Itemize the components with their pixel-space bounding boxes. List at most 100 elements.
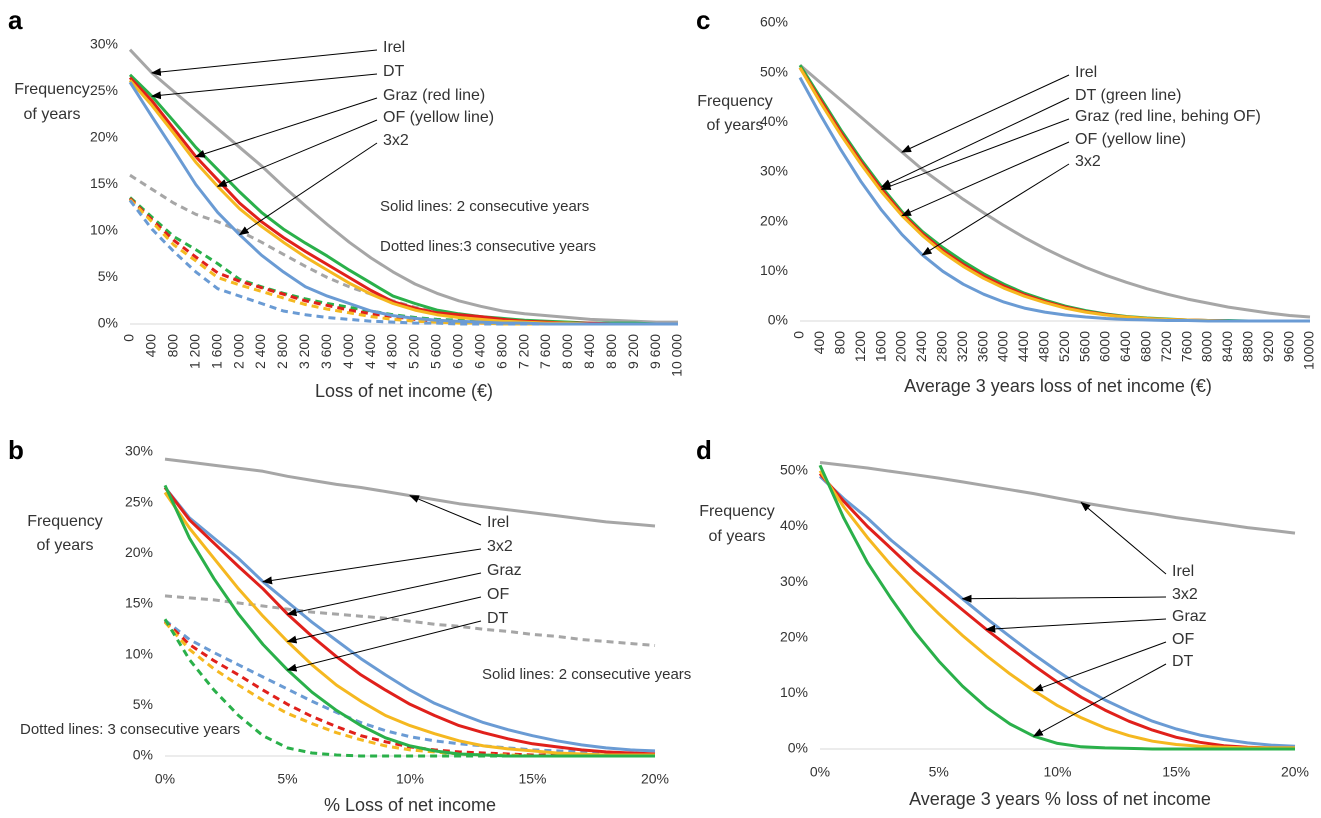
series-label: 3x2	[1172, 586, 1198, 603]
x-tick-label: 15%	[518, 771, 546, 787]
label-arrow	[194, 97, 378, 158]
y-tick-label: 20%	[760, 212, 788, 228]
series-label: DT	[383, 63, 405, 80]
y-tick-label: 15%	[90, 175, 118, 191]
x-tick-label: 0%	[155, 771, 175, 787]
note: Dotted lines:3 consecutive years	[380, 238, 596, 255]
y-tick-label: 25%	[125, 493, 153, 509]
series-label: Graz	[487, 562, 522, 579]
label-arrow	[286, 620, 482, 672]
x-tick-label: 10%	[1043, 764, 1071, 780]
label-arrow	[1032, 663, 1167, 737]
y-tick-label: 50%	[780, 462, 808, 478]
x-tick-label: 0%	[810, 764, 830, 780]
label-arrow	[985, 618, 1167, 633]
y-tick-label: 0%	[768, 312, 788, 328]
y-axis-label: of years	[37, 537, 94, 554]
note: Solid lines: 2 consecutive years	[380, 198, 589, 215]
x-tick-label: 2800	[934, 331, 950, 362]
solid-line	[818, 469, 1295, 750]
x-tick-label: 4 000	[340, 334, 356, 369]
x-tick-label: 8 400	[581, 334, 597, 369]
series-label: DT	[487, 610, 509, 627]
y-tick-label: 30%	[90, 36, 118, 52]
x-tick-label: 10000	[1301, 331, 1317, 370]
series-label: DT (green line)	[1075, 87, 1181, 104]
x-tick-label: 15%	[1162, 764, 1190, 780]
x-axis-title: Average 3 years loss of net income (€)	[904, 376, 1212, 396]
solid-line	[798, 66, 1310, 323]
note: Dotted lines: 3 consecutive years	[20, 721, 240, 738]
x-tick-label: 10%	[396, 771, 424, 787]
panel: b Frequency of years % Loss of net income 0%…	[8, 435, 691, 815]
y-tick-label: 40%	[760, 113, 788, 129]
panel-letter: a	[8, 5, 23, 35]
y-tick-label: 10%	[90, 222, 118, 238]
x-tick-label: 6 400	[471, 334, 487, 369]
note: Solid lines: 2 consecutive years	[482, 666, 691, 683]
solid-line	[799, 64, 1311, 319]
x-tick-label: 1600	[872, 331, 888, 362]
x-tick-label: 6 800	[493, 334, 509, 369]
x-tick-label: 8 000	[559, 334, 575, 369]
y-tick-label: 10%	[760, 262, 788, 278]
x-tick-label: 6000	[1097, 331, 1113, 362]
solid-line	[798, 76, 1310, 323]
x-tick-label: 5600	[1076, 331, 1092, 362]
x-tick-label: 0	[121, 334, 137, 342]
x-tick-label: 2 800	[274, 334, 290, 369]
x-tick-label: 7 600	[537, 334, 553, 369]
label-arrow	[880, 118, 1070, 190]
label-arrow	[901, 141, 1070, 217]
label-arrow	[880, 97, 1070, 188]
y-tick-label: 5%	[98, 268, 118, 284]
series-label: Graz	[1172, 608, 1207, 625]
solid-line	[163, 484, 655, 758]
y-axis-label: of years	[24, 106, 81, 123]
solid-line	[128, 48, 678, 324]
series-label: 3x2	[383, 132, 409, 149]
x-tick-label: 2000	[893, 331, 909, 362]
x-tick-label: 400	[811, 331, 827, 355]
panel-letter: d	[696, 435, 712, 465]
x-tick-label: 7200	[1158, 331, 1174, 362]
series-label: OF (yellow line)	[1075, 131, 1186, 148]
label-arrow	[150, 73, 378, 100]
x-tick-label: 3600	[974, 331, 990, 362]
label-arrow	[238, 142, 378, 236]
y-tick-label: 10%	[125, 645, 153, 661]
panel: a Frequency of years Loss of net income (€)…	[8, 5, 685, 401]
x-tick-label: 3 600	[318, 334, 334, 369]
y-axis-label: of years	[707, 117, 764, 134]
x-tick-label: 20%	[1281, 764, 1309, 780]
series-label: Irel	[487, 514, 509, 531]
x-tick-label: 5%	[277, 771, 297, 787]
label-arrow	[286, 572, 482, 617]
label-arrow	[262, 548, 482, 585]
x-tick-label: 3200	[954, 331, 970, 362]
y-tick-label: 20%	[780, 628, 808, 644]
x-tick-label: 1 600	[208, 334, 224, 369]
x-tick-label: 5%	[929, 764, 949, 780]
x-tick-label: 9600	[1280, 331, 1296, 362]
solid-line	[163, 486, 656, 756]
x-tick-label: 4 800	[384, 334, 400, 369]
y-tick-label: 0%	[133, 747, 153, 763]
series-label: 3x2	[487, 538, 513, 555]
x-tick-label: 7600	[1178, 331, 1194, 362]
solid-line	[163, 486, 656, 753]
solid-line	[163, 491, 655, 757]
y-tick-label: 0%	[788, 740, 808, 756]
x-axis-title: % Loss of net income	[324, 795, 496, 815]
panel: d Frequency of years Average 3 years % loss…	[696, 435, 1309, 809]
y-tick-label: 15%	[125, 595, 153, 611]
x-tick-label: 1 200	[186, 334, 202, 369]
y-tick-label: 60%	[760, 14, 788, 30]
solid-line	[164, 457, 656, 528]
panel-letter: c	[696, 5, 710, 35]
x-tick-label: 4400	[1015, 331, 1031, 362]
y-tick-label: 40%	[780, 517, 808, 533]
y-axis-label: Frequency	[27, 513, 103, 530]
x-tick-label: 9200	[1260, 331, 1276, 362]
